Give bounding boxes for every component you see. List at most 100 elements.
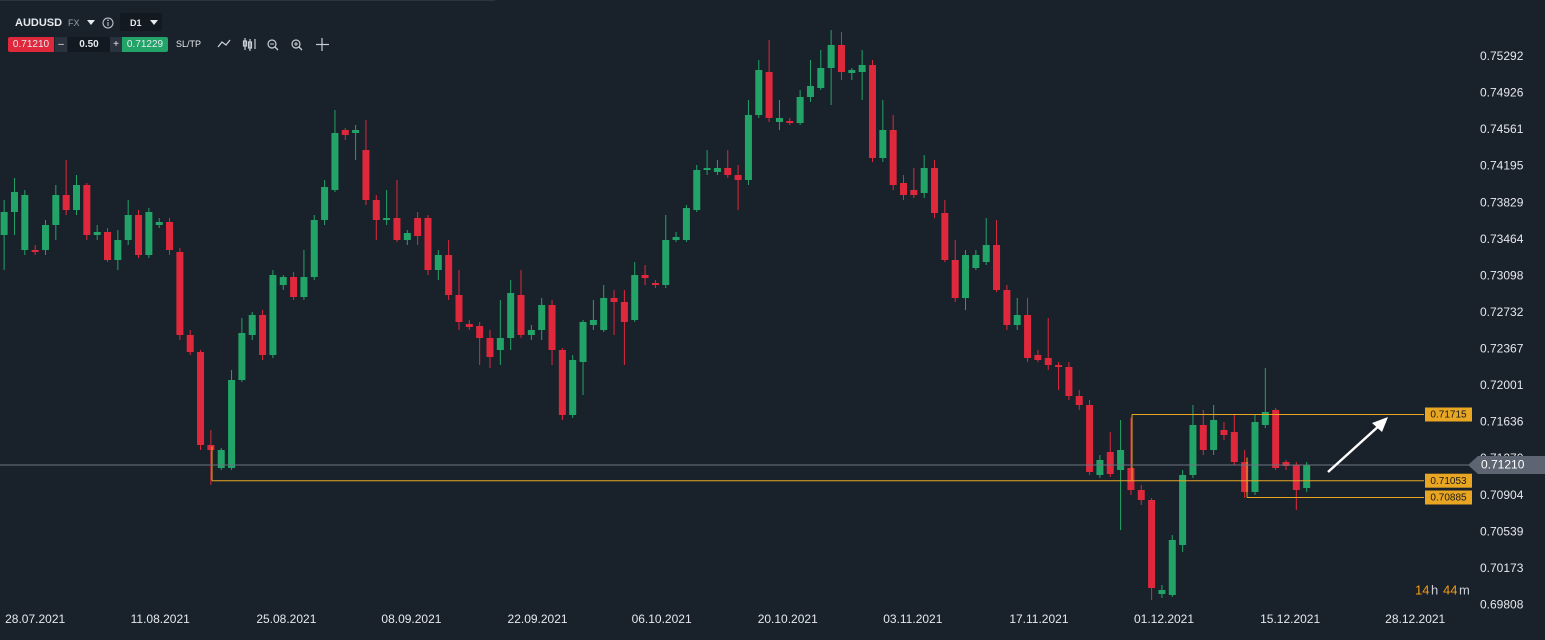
candle-body (1003, 290, 1011, 325)
candle-body (455, 295, 463, 322)
candle-body (962, 255, 970, 298)
symbol-dropdown[interactable] (86, 19, 96, 27)
candle-body (1034, 355, 1042, 360)
candle-body (414, 218, 422, 236)
sl-tp[interactable]: SL/TP (176, 39, 202, 49)
lot-size[interactable]: 0.50 (68, 37, 110, 52)
candle-body (1065, 367, 1073, 396)
candle-body (662, 240, 670, 285)
level-tag (1425, 473, 1472, 488)
candle-body (228, 380, 236, 468)
candle-body (993, 245, 1001, 290)
candle-body (734, 175, 742, 180)
candle-body (1220, 430, 1228, 435)
candle-body (1179, 475, 1187, 545)
candle-body (1075, 396, 1083, 405)
candle-body (186, 335, 194, 352)
candle-body (765, 72, 773, 118)
candle-body (476, 326, 484, 338)
candle-body (1282, 462, 1290, 466)
countdown-hours-unit: h (1431, 582, 1438, 597)
timeframe-box[interactable] (120, 13, 162, 31)
y-tick-label: 0.70904 (1480, 488, 1524, 502)
candle-body (620, 302, 628, 322)
y-tick-label: 0.74926 (1480, 86, 1524, 100)
candle-body (631, 275, 639, 320)
candle-body (124, 215, 132, 240)
candle-body (465, 324, 473, 327)
candle-body (786, 121, 794, 123)
candle-body (145, 212, 153, 255)
candle-body (1303, 465, 1311, 488)
candle-body (1137, 490, 1145, 500)
market: FX (68, 18, 80, 28)
candle-body (507, 293, 515, 338)
candle-body (1106, 452, 1114, 474)
y-tick-label: 0.73098 (1480, 268, 1524, 282)
level-label: 0.70885 (1430, 493, 1467, 504)
y-tick-label: 0.70173 (1480, 561, 1524, 575)
candle-body (589, 320, 597, 325)
candle-body (31, 250, 39, 252)
x-tick-label: 17.11.2021 (1009, 612, 1068, 626)
y-tick-label: 0.72732 (1480, 305, 1524, 319)
buy-button[interactable]: 0.71229 (122, 37, 168, 52)
candle-body (837, 45, 845, 72)
candle-body (403, 233, 411, 240)
level-label: 0.71715 (1430, 410, 1467, 421)
candle-body (982, 245, 990, 262)
toolbar: AUDUSD FX D1 0.71210 – 0.50 + 0.71229 SL… (0, 0, 495, 60)
x-tick-label: 20.10.2021 (758, 612, 818, 626)
candle-body (796, 97, 804, 123)
x-tick-label: 08.09.2021 (381, 612, 441, 626)
symbol[interactable]: AUDUSD (15, 17, 63, 29)
x-tick-label: 22.09.2021 (508, 612, 568, 626)
candle-body (538, 305, 546, 330)
candle-body (197, 352, 205, 445)
candle-body (104, 232, 112, 260)
candle-body (269, 275, 277, 355)
candle-body (600, 298, 608, 330)
candle-body (1210, 420, 1218, 450)
candle-body (920, 168, 928, 193)
last-price-tag (1468, 456, 1545, 474)
sell-button[interactable]: 0.71210 (8, 37, 54, 52)
candle-body (931, 168, 939, 213)
x-tick-label: 15.12.2021 (1260, 612, 1320, 626)
candle-body (155, 222, 163, 225)
last-price-label: 0.71210 (1481, 458, 1525, 472)
info-icon[interactable] (102, 17, 114, 29)
candle-body (1292, 465, 1300, 490)
candle-body (1127, 468, 1135, 490)
candle-body (517, 295, 525, 335)
candle-body (135, 215, 143, 255)
timeframe[interactable]: D1 (130, 18, 142, 28)
y-tick-label: 0.73464 (1480, 232, 1524, 246)
candle-body (1261, 412, 1269, 425)
candle-body (775, 118, 783, 122)
candle-body (352, 130, 360, 133)
lot-decrease[interactable]: – (55, 37, 67, 52)
candle-body (713, 168, 721, 172)
candle-body (1086, 405, 1094, 472)
candle-body (1251, 422, 1259, 492)
candle-body (1168, 540, 1176, 595)
candle-body (941, 213, 949, 260)
candle-body (641, 275, 649, 278)
candle-body (558, 350, 566, 415)
y-tick-label: 0.73829 (1480, 195, 1524, 209)
y-tick-label: 0.72367 (1480, 341, 1524, 355)
candle-body (1148, 500, 1156, 588)
candle-body (1096, 460, 1104, 475)
candle-body (362, 150, 370, 200)
y-tick-label: 0.74561 (1480, 122, 1524, 136)
lot-increase[interactable]: + (110, 37, 122, 52)
timeframe-dropdown[interactable] (149, 19, 159, 27)
tool-icons[interactable] (216, 36, 336, 54)
candle-body (52, 195, 60, 225)
candle-body (300, 277, 308, 297)
x-tick-label: 28.07.2021 (5, 612, 65, 626)
candle-body (579, 322, 587, 362)
